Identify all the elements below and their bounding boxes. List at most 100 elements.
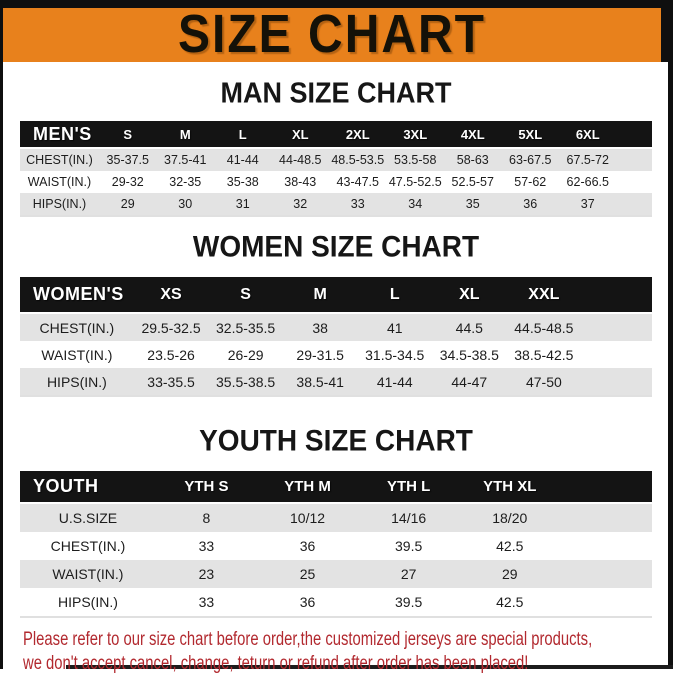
column-header: S <box>99 121 157 149</box>
size-value: 41 <box>386 319 403 336</box>
filler-cell <box>560 532 652 560</box>
size-value: 33-35.5 <box>147 373 195 390</box>
row-label: U.S.SIZE <box>58 510 118 526</box>
page-title: SIZE CHART <box>178 4 486 65</box>
women-size-section: WOMEN SIZE CHART WOMEN'S XS S M L XL XXL CHEST(… <box>3 230 669 397</box>
column-header: XL <box>432 277 507 314</box>
row-label: HIPS(IN.) <box>57 594 118 610</box>
size-value: 44.5 <box>455 319 483 336</box>
row-label: CHEST(IN.) <box>50 538 126 554</box>
youth-size-table: YOUTH YTH S YTH M YTH L YTH XL U.S.SIZE 8 10/12… <box>20 471 652 618</box>
column-header: 5XL <box>501 121 559 149</box>
size-value: 18/20 <box>492 510 528 526</box>
size-value: 47.5-52.5 <box>388 175 442 189</box>
size-value: 36 <box>299 538 316 554</box>
size-value: 37.5-41 <box>164 153 207 167</box>
table-corner-label: WOMEN'S <box>20 277 134 314</box>
filler-cell <box>560 471 652 504</box>
column-header: 2XL <box>329 121 387 149</box>
filler-cell <box>617 171 653 193</box>
size-value: 38 <box>312 319 328 336</box>
filler-cell <box>560 588 652 617</box>
size-value: 62-66.5 <box>566 175 609 189</box>
size-value: 42.5 <box>496 538 524 554</box>
column-header: YTH XL <box>459 471 561 504</box>
left-border-bar <box>0 0 3 669</box>
size-value: 32.5-35.5 <box>216 319 276 336</box>
size-value: 32 <box>293 197 308 211</box>
column-header: 6XL <box>559 121 617 149</box>
table-row: HIPS(IN.) 29 30 31 32 33 34 35 36 37 <box>20 193 652 216</box>
size-value: 10/12 <box>290 510 326 526</box>
table-row: HIPS(IN.) 33-35.5 35.5-38.5 38.5-41 41-44 44-… <box>20 368 652 396</box>
header-row: WOMEN'S XS S M L XL XXL <box>20 277 652 314</box>
column-header: L <box>214 121 272 149</box>
row-label: CHEST(IN.) <box>26 153 93 167</box>
filler-cell <box>560 503 652 532</box>
size-value: 26-29 <box>227 346 264 363</box>
size-value: 44-48.5 <box>279 153 322 167</box>
row-label: CHEST(IN.) <box>39 319 115 336</box>
size-value: 42.5 <box>496 594 524 610</box>
filler-cell <box>616 121 652 149</box>
size-value: 43-47.5 <box>336 175 379 189</box>
column-header: XXL <box>506 277 582 314</box>
man-size-table: MEN'S S M L XL 2XL 3XL 4XL 5XL 6XL CHEST(IN.) 35-37… <box>20 121 652 217</box>
size-value: 57-62 <box>514 175 547 189</box>
bottom-border-bar <box>66 665 673 669</box>
column-header: YTH M <box>256 471 359 504</box>
size-value: 44-47 <box>451 373 488 390</box>
size-value: 44.5-48.5 <box>514 319 574 336</box>
size-value: 38.5-42.5 <box>514 346 574 363</box>
size-value: 35-38 <box>226 175 259 189</box>
youth-size-section: YOUTH SIZE CHART YOUTH YTH S YTH M YTH L YTH… <box>3 424 669 618</box>
top-border-bar <box>0 0 673 8</box>
women-size-table: WOMEN'S XS S M L XL XXL CHEST(IN.) 29.5-32.5 32.5… <box>20 277 652 397</box>
size-value: 29.5-32.5 <box>141 319 201 336</box>
size-value: 52.5-57 <box>451 175 494 189</box>
size-value: 58-63 <box>456 153 489 167</box>
table-row: CHEST(IN.) 29.5-32.5 32.5-35.5 38 41 44.5 44.5… <box>20 313 652 341</box>
women-size-heading: WOMEN SIZE CHART <box>192 230 480 263</box>
table-row: WAIST(IN.) 29-32 32-35 35-38 38-43 43-47.5 47.… <box>20 171 652 193</box>
size-value: 27 <box>400 566 417 582</box>
man-size-heading: MAN SIZE CHART <box>220 77 452 109</box>
size-chart-content: MAN SIZE CHART MEN'S S M L XL 2XL 3XL 4XL 5XL 6XL… <box>3 62 669 676</box>
size-value: 35.5-38.5 <box>216 373 276 390</box>
size-value: 35-37.5 <box>106 153 149 167</box>
column-header: XL <box>271 121 329 149</box>
header-row: MEN'S S M L XL 2XL 3XL 4XL 5XL 6XL <box>20 121 652 149</box>
filler-cell <box>581 341 652 368</box>
filler-cell <box>617 193 653 216</box>
size-value: 29 <box>501 566 518 582</box>
size-value: 32-35 <box>169 175 202 189</box>
table-row: U.S.SIZE 8 10/12 14/16 18/20 <box>20 503 652 532</box>
size-value: 29-31.5 <box>296 346 344 363</box>
right-border-bar <box>668 0 673 669</box>
column-header: 3XL <box>386 121 444 149</box>
size-value: 36 <box>299 594 316 610</box>
header-row: YOUTH YTH S YTH M YTH L YTH XL <box>20 471 652 504</box>
table-row: WAIST(IN.) 23.5-26 26-29 29-31.5 31.5-34.5 34… <box>20 341 652 368</box>
footer-notice-line-1: Please refer to our size chart before or… <box>23 629 593 650</box>
size-value: 33 <box>198 594 215 610</box>
column-header: 4XL <box>444 121 502 149</box>
youth-size-heading: YOUTH SIZE CHART <box>199 424 473 457</box>
table-corner-label: MEN'S <box>20 121 99 149</box>
table-corner-label: YOUTH <box>20 471 156 504</box>
filler-cell <box>617 148 653 171</box>
banner-right-border-block <box>661 0 673 62</box>
size-value: 63-67.5 <box>509 153 552 167</box>
size-value: 41-44 <box>376 373 413 390</box>
size-value: 47-50 <box>525 373 562 390</box>
size-value: 31.5-34.5 <box>365 346 425 363</box>
table-row: WAIST(IN.) 23 25 27 29 <box>20 560 652 588</box>
size-value: 67.5-72 <box>566 153 609 167</box>
filler-cell <box>581 277 652 314</box>
size-value: 37 <box>580 197 595 211</box>
size-value: 29 <box>120 197 135 211</box>
size-value: 14/16 <box>391 510 427 526</box>
filler-cell <box>581 368 652 396</box>
column-header: M <box>282 277 358 314</box>
size-value: 29-32 <box>111 175 144 189</box>
